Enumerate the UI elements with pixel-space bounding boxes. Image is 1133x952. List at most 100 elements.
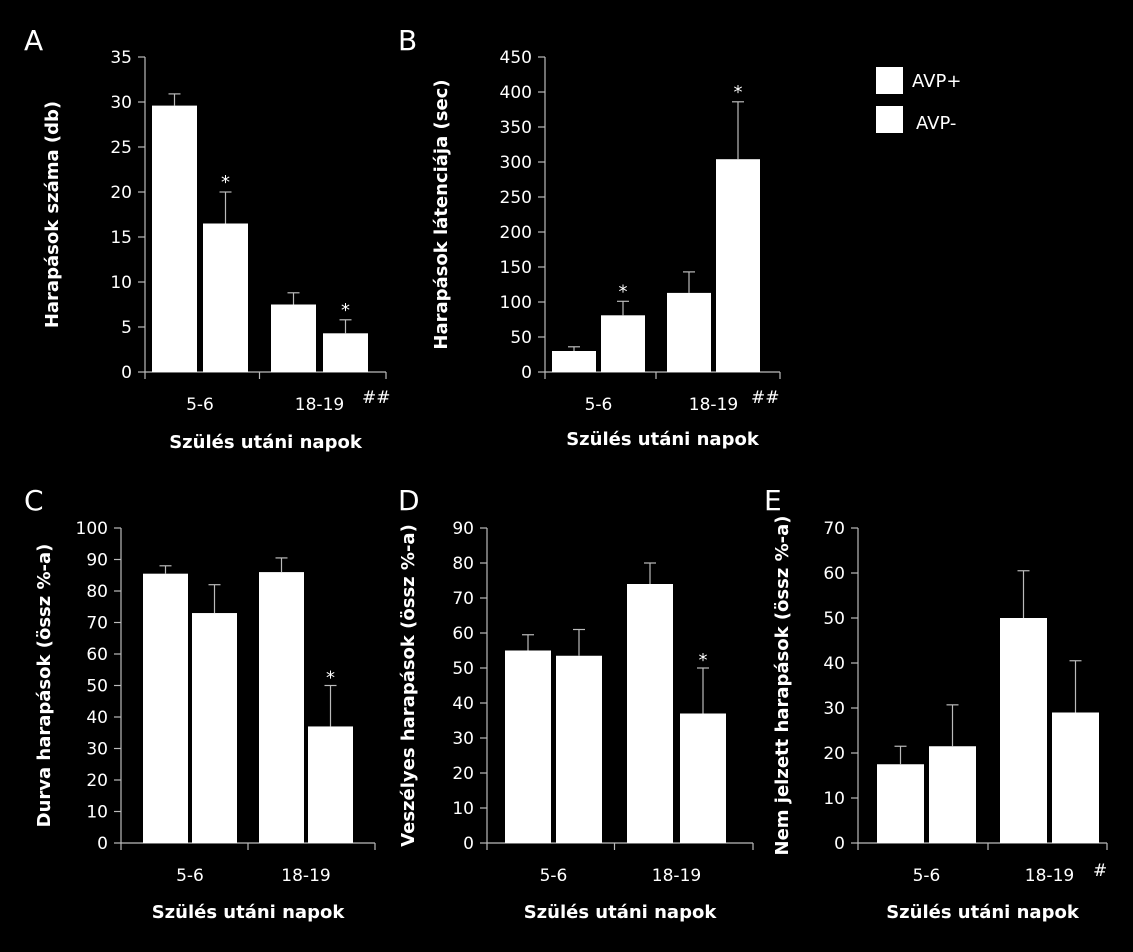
y-tick-label-c: 20 bbox=[86, 771, 108, 791]
significance-star-c: * bbox=[326, 668, 335, 689]
y-tick-label-c: 30 bbox=[86, 740, 108, 760]
y-tick-label-a: 35 bbox=[110, 48, 132, 68]
x-axis-title-a: Szülés utáni napok bbox=[169, 432, 363, 453]
category-label-e: 5-6 bbox=[913, 866, 941, 886]
y-tick-label-b: 50 bbox=[510, 328, 532, 348]
y-tick-label-b: 200 bbox=[500, 223, 532, 243]
panel-letter-d: D bbox=[398, 484, 420, 517]
bar-d-avp-minus-1 bbox=[556, 655, 602, 843]
bar-e-avp-minus-2 bbox=[1052, 712, 1099, 843]
panel-a: A 0 5 10 15 20 25 30 35 5-6 18-19 * * ## Szülés utáni … bbox=[24, 24, 391, 453]
panel-c: C 0 10 20 30 40 50 60 70 80 90 100 5-6 18-19 * Szülés u… bbox=[24, 484, 376, 923]
y-axis-title-c: Durva harapások (össz %-a) bbox=[34, 544, 55, 828]
bar-d-avp-plus-1 bbox=[505, 650, 551, 843]
x-axis-title-e: Szülés utáni napok bbox=[886, 902, 1080, 923]
significance-star-a: * bbox=[221, 172, 230, 193]
y-tick-label-a: 15 bbox=[110, 228, 132, 248]
bar-a-avp-minus-2 bbox=[323, 333, 368, 372]
y-tick-label-d: 90 bbox=[452, 519, 474, 539]
y-tick-label-c: 70 bbox=[86, 614, 108, 634]
x-axis-title-c: Szülés utáni napok bbox=[152, 902, 346, 923]
y-tick-label-a: 0 bbox=[121, 363, 132, 383]
panel-letter-a: A bbox=[24, 24, 43, 57]
y-tick-label-e: 40 bbox=[823, 654, 845, 674]
y-tick-label-b: 450 bbox=[500, 48, 532, 68]
y-tick-label-e: 0 bbox=[834, 834, 845, 854]
legend: AVP+ AVP- bbox=[876, 67, 961, 134]
y-tick-label-e: 20 bbox=[823, 744, 845, 764]
bar-c-avp-minus-1 bbox=[192, 613, 237, 843]
y-axis-title-a: Harapások száma (db) bbox=[42, 101, 63, 328]
y-tick-label-b: 150 bbox=[500, 258, 532, 278]
y-tick-label-c: 10 bbox=[86, 803, 108, 823]
y-tick-label-e: 50 bbox=[823, 609, 845, 629]
y-tick-label-d: 80 bbox=[452, 554, 474, 574]
bar-e-avp-plus-2 bbox=[1000, 618, 1047, 843]
y-tick-label-c: 90 bbox=[86, 551, 108, 571]
y-tick-label-b: 100 bbox=[500, 293, 532, 313]
bar-c-avp-plus-2 bbox=[259, 572, 304, 843]
y-tick-label-d: 50 bbox=[452, 659, 474, 679]
category-label-a: 5-6 bbox=[186, 395, 214, 415]
significance-hash-a: ## bbox=[362, 388, 391, 408]
bar-b-avp-minus-1 bbox=[601, 315, 645, 372]
panel-letter-b: B bbox=[398, 24, 417, 57]
panel-letter-c: C bbox=[24, 484, 44, 517]
legend-swatch-avp-plus bbox=[876, 67, 903, 94]
bar-b-avp-minus-2 bbox=[716, 159, 760, 372]
y-tick-label-b: 250 bbox=[500, 188, 532, 208]
bar-b-avp-plus-2 bbox=[667, 292, 711, 372]
category-label-e: 18-19 bbox=[1025, 866, 1074, 886]
panel-b: B 0 50 100 150 200 250 300 350 400 450 5-6 18-19 * * ##… bbox=[398, 24, 781, 450]
y-tick-label-c: 100 bbox=[76, 519, 108, 539]
bar-c-avp-minus-2 bbox=[308, 726, 353, 843]
category-label-c: 5-6 bbox=[176, 866, 204, 886]
significance-hash-e: # bbox=[1093, 861, 1107, 881]
y-tick-label-c: 60 bbox=[86, 645, 108, 665]
legend-swatch-avp-minus bbox=[876, 106, 903, 133]
x-axis-title-d: Szülés utáni napok bbox=[524, 902, 718, 923]
significance-hash-b: ## bbox=[751, 388, 780, 408]
y-tick-label-d: 30 bbox=[452, 729, 474, 749]
y-tick-label-a: 20 bbox=[110, 183, 132, 203]
y-axis-title-b: Harapások látenciája (sec) bbox=[431, 79, 452, 349]
bar-a-avp-minus-1 bbox=[203, 223, 248, 372]
y-tick-label-d: 70 bbox=[452, 589, 474, 609]
y-axis-title-e: Nem jelzett harapások (össz %-a) bbox=[772, 516, 793, 856]
y-tick-label-a: 30 bbox=[110, 93, 132, 113]
panel-d: D 0 10 20 30 40 50 60 70 80 90 5-6 18-19 * Szülés után… bbox=[398, 484, 754, 923]
bar-e-avp-minus-1 bbox=[929, 746, 976, 843]
category-label-d: 18-19 bbox=[652, 866, 701, 886]
significance-star-b: * bbox=[734, 82, 743, 103]
legend-label-avp-minus: AVP- bbox=[916, 113, 956, 134]
bar-b-avp-plus-1 bbox=[552, 351, 596, 372]
y-tick-label-a: 25 bbox=[110, 138, 132, 158]
y-tick-label-b: 300 bbox=[500, 153, 532, 173]
y-tick-label-a: 5 bbox=[121, 318, 132, 338]
y-tick-label-c: 50 bbox=[86, 677, 108, 697]
bar-c-avp-plus-1 bbox=[143, 573, 188, 843]
category-label-b: 18-19 bbox=[689, 395, 738, 415]
y-tick-label-d: 0 bbox=[463, 834, 474, 854]
significance-star-b: * bbox=[619, 281, 628, 302]
y-tick-label-c: 80 bbox=[86, 582, 108, 602]
category-label-c: 18-19 bbox=[281, 866, 330, 886]
bar-d-avp-minus-2 bbox=[680, 713, 726, 843]
y-tick-label-c: 40 bbox=[86, 708, 108, 728]
y-tick-label-b: 350 bbox=[500, 118, 532, 138]
y-tick-label-d: 40 bbox=[452, 694, 474, 714]
y-axis-title-d: Veszélyes harapások (össz %-a) bbox=[398, 524, 419, 847]
y-tick-label-b: 0 bbox=[521, 363, 532, 383]
bar-e-avp-plus-1 bbox=[877, 764, 924, 843]
y-tick-label-c: 0 bbox=[97, 834, 108, 854]
y-tick-label-e: 60 bbox=[823, 564, 845, 584]
y-tick-label-e: 70 bbox=[823, 519, 845, 539]
legend-label-avp-plus: AVP+ bbox=[912, 71, 961, 92]
significance-star-d: * bbox=[699, 650, 708, 671]
category-label-a: 18-19 bbox=[295, 395, 344, 415]
bar-a-avp-plus-1 bbox=[152, 105, 197, 372]
y-tick-label-d: 10 bbox=[452, 799, 474, 819]
category-label-b: 5-6 bbox=[585, 395, 613, 415]
panel-letter-e: E bbox=[764, 484, 782, 517]
